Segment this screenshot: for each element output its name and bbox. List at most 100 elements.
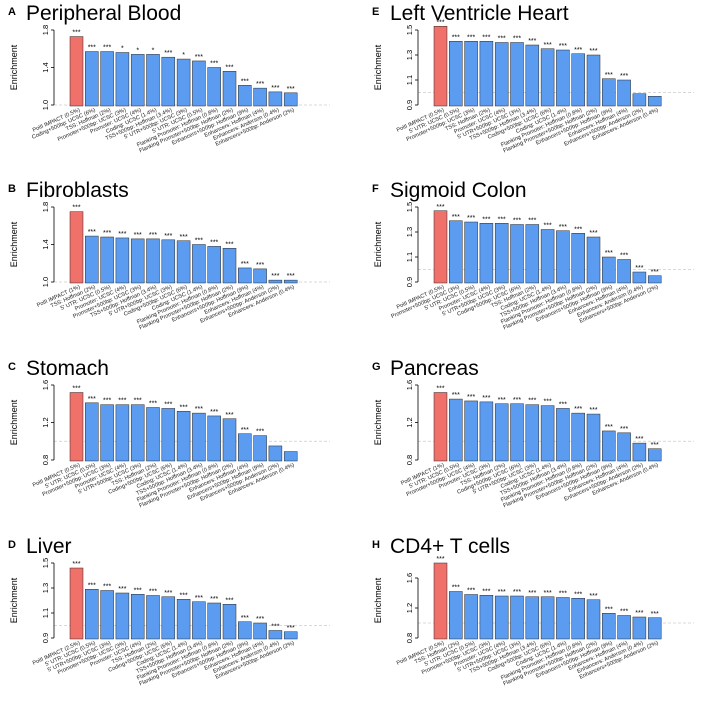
significance-label: *** xyxy=(225,597,233,604)
bar xyxy=(617,79,631,107)
panel-letter: A xyxy=(8,6,16,18)
bar xyxy=(479,595,494,640)
significance-label: * xyxy=(152,47,155,54)
panel-letter: F xyxy=(372,183,379,195)
panel-title: Stomach xyxy=(26,357,109,380)
bar xyxy=(479,223,494,284)
bar xyxy=(540,48,555,107)
bar xyxy=(69,567,84,640)
bar xyxy=(176,411,191,462)
significance-label: *** xyxy=(559,43,567,50)
significance-label: *** xyxy=(195,238,203,245)
y-tick-label: 1.5 xyxy=(41,558,50,568)
significance-label: *** xyxy=(149,232,157,239)
significance-label: *** xyxy=(164,401,172,408)
bar xyxy=(494,595,509,640)
y-tick-label: 1.3 xyxy=(41,583,50,593)
y-tick-label: 0.8 xyxy=(405,633,414,643)
bar xyxy=(85,589,99,640)
significance-label: *** xyxy=(482,34,490,41)
significance-label: *** xyxy=(620,426,628,433)
significance-label: *** xyxy=(72,30,80,37)
bar xyxy=(556,597,570,640)
bar xyxy=(85,51,99,107)
bar xyxy=(449,398,463,462)
y-axis-label: Enrichment xyxy=(373,44,383,90)
bar xyxy=(433,26,448,107)
bar xyxy=(222,604,237,640)
significance-label: *** xyxy=(605,424,613,431)
significance-label: *** xyxy=(180,234,188,241)
bar xyxy=(268,630,283,640)
bar xyxy=(449,591,463,640)
bar xyxy=(433,210,448,284)
bar xyxy=(69,392,84,462)
bar xyxy=(207,602,221,640)
significance-label: *** xyxy=(605,72,613,79)
bar xyxy=(268,279,283,284)
panel-title: CD4+ T cells xyxy=(390,535,510,558)
panel-letter: E xyxy=(372,6,379,18)
bar xyxy=(100,404,114,462)
significance-label: *** xyxy=(635,436,643,443)
significance-label: *** xyxy=(72,386,80,393)
significance-label: *** xyxy=(559,591,567,598)
bar xyxy=(602,256,616,284)
significance-label: *** xyxy=(651,269,659,276)
significance-label: *** xyxy=(195,406,203,413)
bar xyxy=(433,562,448,640)
significance-label: *** xyxy=(256,429,264,436)
significance-label: *** xyxy=(103,45,111,52)
bar xyxy=(238,267,252,284)
significance-label: *** xyxy=(498,216,506,223)
bar xyxy=(647,275,662,284)
significance-label: *** xyxy=(164,590,172,597)
significance-label: *** xyxy=(635,610,643,617)
panel-letter: B xyxy=(8,183,16,195)
bar xyxy=(115,52,130,107)
bar xyxy=(510,224,524,284)
significance-label: *** xyxy=(134,232,142,239)
bar xyxy=(253,622,267,640)
bar xyxy=(556,230,570,284)
significance-label: *** xyxy=(436,556,444,563)
bar xyxy=(540,229,555,284)
bar xyxy=(479,41,494,107)
panel-title: Left Ventricle Heart xyxy=(390,2,569,25)
bar xyxy=(130,404,145,462)
bar xyxy=(207,246,221,284)
significance-label: *** xyxy=(118,586,126,593)
bar xyxy=(100,236,114,284)
significance-label: *** xyxy=(195,595,203,602)
significance-label: *** xyxy=(149,589,157,596)
y-tick-label: 1.5 xyxy=(405,202,414,212)
bar xyxy=(146,595,160,640)
bar xyxy=(207,67,221,107)
significance-label: *** xyxy=(651,611,659,618)
bar xyxy=(238,433,252,462)
bar xyxy=(494,223,509,284)
bar xyxy=(253,268,267,284)
significance-label: *** xyxy=(620,253,628,260)
bar xyxy=(525,596,540,640)
bar xyxy=(479,401,494,462)
y-tick-label: 1.6 xyxy=(41,380,50,390)
significance-label: *** xyxy=(88,396,96,403)
significance-label: *** xyxy=(256,262,264,269)
significance-label: * xyxy=(182,52,185,59)
significance-label: *** xyxy=(574,591,582,598)
bar xyxy=(222,248,237,284)
bar xyxy=(494,42,509,107)
significance-label: *** xyxy=(134,587,142,594)
bar xyxy=(617,259,631,284)
significance-label: *** xyxy=(498,36,506,43)
significance-label: *** xyxy=(241,78,249,85)
panel-letter: D xyxy=(8,539,16,551)
bar xyxy=(283,631,298,640)
bar xyxy=(602,613,616,640)
significance-label: *** xyxy=(559,224,567,231)
significance-label: *** xyxy=(513,397,521,404)
panel-letter: H xyxy=(372,539,380,551)
bar xyxy=(586,54,601,107)
